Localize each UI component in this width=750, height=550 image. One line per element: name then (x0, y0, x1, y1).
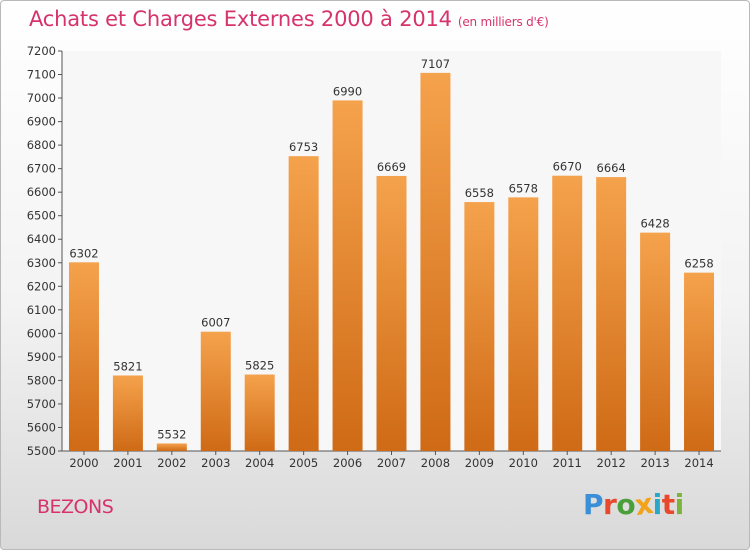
bar (376, 175, 407, 452)
x-tick-label: 2008 (421, 456, 450, 470)
x-tick-label: 2007 (377, 456, 406, 470)
y-tick-label: 6000 (27, 326, 56, 340)
y-tick-label: 5600 (27, 420, 56, 434)
bar-value-label: 7107 (421, 57, 450, 71)
bar-value-label: 6753 (289, 140, 318, 154)
bar (288, 156, 319, 452)
x-tick-label: 2014 (684, 456, 713, 470)
x-tick-label: 2001 (113, 456, 142, 470)
x-tick-label: 2005 (289, 456, 318, 470)
logo-letter: r (603, 488, 617, 521)
x-tick-label: 2013 (640, 456, 669, 470)
bar-value-label: 6664 (597, 161, 626, 175)
bar (68, 262, 99, 451)
logo-letter: x (632, 486, 655, 523)
x-tick-label: 2003 (201, 456, 230, 470)
y-tick-label: 6100 (27, 303, 56, 317)
bar-value-label: 5821 (113, 359, 142, 373)
bar-value-label: 6670 (553, 160, 582, 174)
y-tick-label: 7000 (27, 91, 56, 105)
x-tick-label: 2012 (597, 456, 626, 470)
bar (244, 374, 275, 451)
x-tick-label: 2004 (245, 456, 274, 470)
logo-letter: o (616, 488, 636, 521)
y-tick-label: 6600 (27, 185, 56, 199)
x-tick-label: 2006 (333, 456, 362, 470)
x-tick-label: 2000 (69, 456, 98, 470)
logo-letter: t (661, 488, 675, 521)
chart-subtitle: (en milliers d'€) (457, 15, 549, 29)
y-tick-label: 7100 (27, 68, 56, 82)
y-tick-label: 6300 (27, 256, 56, 270)
bar (156, 443, 187, 451)
bar-value-label: 6007 (201, 316, 230, 330)
bar (596, 177, 627, 451)
bar-value-label: 6302 (69, 246, 98, 260)
bar-value-label: 5825 (245, 359, 274, 373)
y-tick-label: 5900 (27, 350, 56, 364)
x-tick-label: 2009 (465, 456, 494, 470)
y-tick-label: 6800 (27, 138, 56, 152)
bar-value-label: 6558 (465, 186, 494, 200)
city-label: BEZONS (37, 496, 114, 518)
bar (684, 272, 715, 451)
y-tick-label: 5700 (27, 397, 56, 411)
bar-value-label: 5532 (157, 427, 186, 441)
bar (640, 232, 671, 451)
x-tick-label: 2002 (157, 456, 186, 470)
bar-value-label: 6258 (684, 257, 713, 271)
y-tick-label: 7200 (27, 44, 56, 58)
y-tick-label: 6500 (27, 209, 56, 223)
y-tick-label: 6700 (27, 162, 56, 176)
bar-value-label: 6428 (640, 217, 669, 231)
y-tick-label: 6400 (27, 232, 56, 246)
bar-value-label: 6578 (509, 181, 538, 195)
y-tick-label: 6900 (27, 115, 56, 129)
logo-letter: i (674, 488, 685, 521)
bar (200, 331, 231, 451)
bar-value-label: 6669 (377, 160, 406, 174)
logo-letter: i (652, 488, 663, 521)
bar (508, 197, 539, 451)
x-tick-label: 2010 (509, 456, 538, 470)
y-tick-label: 5800 (27, 373, 56, 387)
logo-letter: P (583, 488, 604, 521)
bar (332, 100, 363, 451)
bar (552, 175, 583, 452)
x-tick-label: 2011 (553, 456, 582, 470)
chart-title: Achats et Charges Externes 2000 à 2014 (e… (29, 7, 549, 31)
chart-title-text: Achats et Charges Externes 2000 à 2014 (29, 7, 452, 31)
y-tick-label: 5500 (27, 444, 56, 458)
y-tick-label: 6200 (27, 279, 56, 293)
proxiti-logo: Proxiti (583, 486, 685, 523)
bar-value-label: 6990 (333, 84, 362, 98)
bar (420, 72, 451, 451)
bar (112, 375, 143, 451)
bar (464, 202, 495, 451)
